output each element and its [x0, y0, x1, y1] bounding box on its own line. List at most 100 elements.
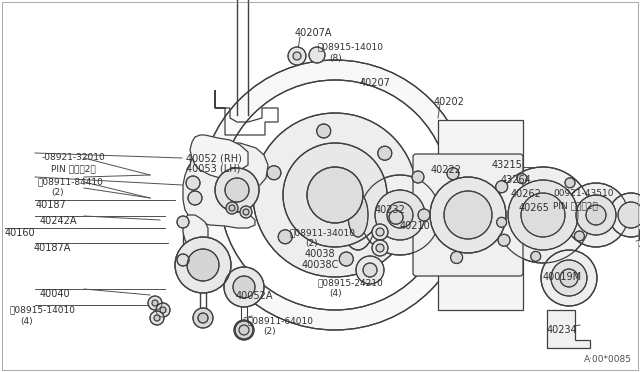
Circle shape: [278, 230, 292, 244]
Text: 40222: 40222: [431, 165, 462, 175]
Text: 40210: 40210: [400, 221, 431, 231]
Circle shape: [150, 311, 164, 325]
Bar: [438, 120, 523, 310]
Text: 40019M: 40019M: [543, 272, 582, 282]
Text: 40187A: 40187A: [34, 243, 72, 253]
Polygon shape: [183, 215, 208, 260]
Circle shape: [541, 250, 597, 306]
Text: Ⓥ08915-14010: Ⓥ08915-14010: [318, 42, 384, 51]
Circle shape: [215, 168, 259, 212]
Circle shape: [235, 321, 253, 339]
Circle shape: [495, 167, 591, 263]
Circle shape: [307, 167, 363, 223]
Circle shape: [234, 320, 254, 340]
Circle shape: [339, 252, 353, 266]
Text: Ⓥ08915-14010: Ⓥ08915-14010: [9, 305, 75, 314]
Circle shape: [412, 171, 424, 183]
Text: 00921-43510: 00921-43510: [553, 189, 614, 198]
Circle shape: [200, 60, 470, 330]
Circle shape: [293, 52, 301, 60]
Circle shape: [508, 180, 578, 250]
Text: -08921-32010: -08921-32010: [42, 153, 106, 162]
Circle shape: [193, 308, 213, 328]
Text: (4): (4): [329, 289, 342, 298]
Text: 40262: 40262: [511, 189, 542, 199]
Circle shape: [376, 244, 384, 252]
Text: 40038: 40038: [305, 249, 335, 259]
Text: 40234: 40234: [547, 325, 578, 335]
Circle shape: [175, 237, 231, 293]
Circle shape: [551, 260, 587, 296]
Circle shape: [609, 193, 640, 237]
Polygon shape: [183, 143, 268, 228]
FancyBboxPatch shape: [413, 154, 523, 276]
Circle shape: [372, 224, 388, 240]
Text: PIN ピン（2）: PIN ピン（2）: [51, 164, 96, 173]
Polygon shape: [547, 310, 590, 348]
Circle shape: [188, 191, 202, 205]
Circle shape: [376, 228, 384, 236]
Polygon shape: [190, 135, 248, 178]
Text: (2): (2): [305, 239, 317, 248]
Ellipse shape: [340, 180, 376, 250]
Circle shape: [418, 209, 430, 221]
Circle shape: [148, 296, 162, 310]
Circle shape: [639, 221, 640, 249]
Circle shape: [152, 300, 158, 306]
Circle shape: [430, 177, 506, 253]
Text: PIN ピン（2）: PIN ピン（2）: [553, 201, 598, 210]
Circle shape: [224, 267, 264, 307]
Circle shape: [356, 256, 384, 284]
Text: Ⓥ08915-24210: Ⓥ08915-24210: [318, 278, 384, 287]
Circle shape: [451, 251, 463, 263]
Circle shape: [564, 183, 628, 247]
Circle shape: [239, 325, 249, 335]
Circle shape: [186, 176, 200, 190]
Text: 43264: 43264: [501, 175, 532, 185]
Circle shape: [154, 315, 160, 321]
Circle shape: [496, 181, 508, 193]
Text: (2): (2): [51, 188, 63, 197]
Circle shape: [375, 190, 425, 240]
Circle shape: [447, 168, 459, 180]
Text: A·00*0085: A·00*0085: [584, 355, 632, 364]
Circle shape: [160, 307, 166, 313]
Circle shape: [283, 143, 387, 247]
Circle shape: [521, 193, 565, 237]
Text: 40160: 40160: [5, 228, 36, 238]
Circle shape: [267, 166, 281, 180]
Text: 40052 (RH): 40052 (RH): [186, 153, 242, 163]
Circle shape: [243, 209, 249, 215]
Text: Ⓝ08911-84410: Ⓝ08911-84410: [38, 177, 104, 186]
Circle shape: [363, 263, 377, 277]
Ellipse shape: [348, 193, 368, 237]
Circle shape: [229, 205, 235, 211]
Text: 40242A: 40242A: [40, 216, 77, 226]
Circle shape: [565, 178, 575, 188]
Circle shape: [156, 303, 170, 317]
Circle shape: [233, 276, 255, 298]
Text: 40232: 40232: [375, 205, 406, 215]
Text: Ⓝ08911-64010: Ⓝ08911-64010: [248, 316, 314, 325]
Text: 40038C: 40038C: [302, 260, 339, 270]
Text: 43215: 43215: [492, 160, 523, 170]
Circle shape: [576, 195, 616, 235]
Circle shape: [177, 216, 189, 228]
Circle shape: [240, 206, 252, 218]
Text: (2): (2): [263, 327, 276, 336]
Circle shape: [225, 178, 249, 202]
Circle shape: [309, 47, 325, 63]
Circle shape: [177, 254, 189, 266]
Circle shape: [387, 202, 413, 228]
Circle shape: [253, 113, 417, 277]
Text: 40052A: 40052A: [236, 291, 273, 301]
Circle shape: [560, 269, 578, 287]
Text: 40202: 40202: [434, 97, 465, 107]
Text: 40040: 40040: [40, 289, 70, 299]
Text: 40207A: 40207A: [295, 28, 333, 38]
Circle shape: [372, 240, 388, 256]
Circle shape: [198, 313, 208, 323]
Circle shape: [517, 174, 527, 184]
Circle shape: [288, 47, 306, 65]
Circle shape: [618, 202, 640, 228]
